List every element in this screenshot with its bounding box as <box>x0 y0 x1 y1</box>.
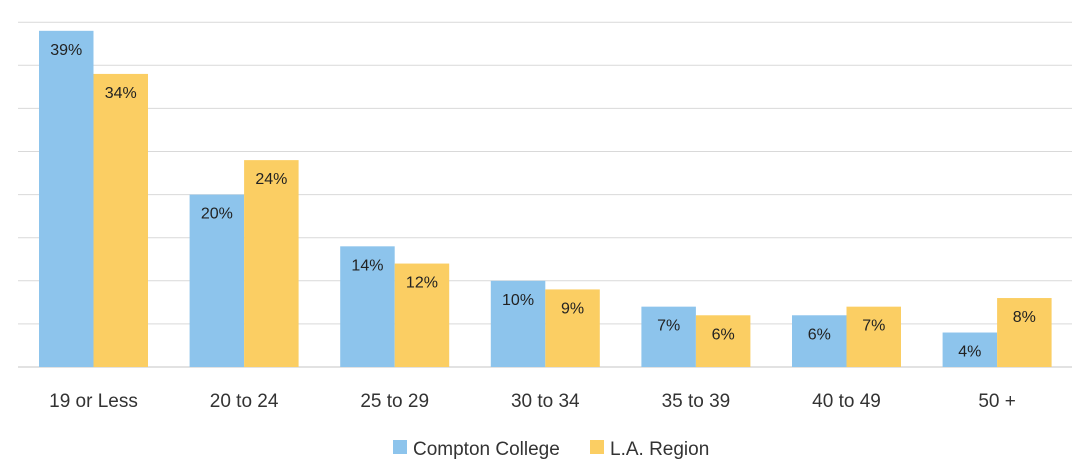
data-label-la-region-6: 7% <box>862 318 885 335</box>
data-label-compton-college-7: 4% <box>958 344 981 361</box>
bar-compton-college-4 <box>490 280 546 367</box>
data-label-la-region-1: 34% <box>105 85 137 102</box>
data-label-compton-college-6: 6% <box>808 326 831 343</box>
legend: Compton College L.A. Region <box>393 439 709 460</box>
bar-la-region-5 <box>695 315 751 367</box>
x-tick-label-7: 50 + <box>978 391 1016 412</box>
bar-la-region-4 <box>545 289 600 367</box>
data-label-la-region-5: 6% <box>712 326 735 343</box>
bar-la-region-7 <box>997 298 1052 367</box>
bar-la-region-1 <box>93 73 148 368</box>
data-label-la-region-3: 12% <box>406 275 438 292</box>
legend-swatch-compton-college <box>393 440 407 454</box>
bar-compton-college-3 <box>340 246 395 367</box>
bar-compton-college-5 <box>641 306 696 367</box>
x-tick-label-2: 20 to 24 <box>210 391 279 412</box>
data-label-compton-college-3: 14% <box>351 257 383 274</box>
data-label-la-region-4: 9% <box>561 300 584 317</box>
x-tick-label-6: 40 to 49 <box>812 391 881 412</box>
data-labels: 39% 34% 20% 24% 14% 12% 10% 9% 7% 6% 6% 7% 4% 8% <box>50 42 1036 361</box>
x-tick-label-3: 25 to 29 <box>360 391 429 412</box>
data-label-la-region-2: 24% <box>255 171 287 188</box>
bar-la-region-3 <box>394 263 450 367</box>
bar-compton-college-7 <box>942 332 998 367</box>
x-tick-label-4: 30 to 34 <box>511 391 580 412</box>
bar-la-region-2 <box>244 160 299 367</box>
legend-label-compton-college: Compton College <box>413 439 560 460</box>
data-label-compton-college-1: 39% <box>50 42 82 59</box>
data-label-compton-college-5: 7% <box>657 318 680 335</box>
data-label-compton-college-2: 20% <box>201 206 233 223</box>
bar-compton-college-1 <box>39 30 94 367</box>
bars <box>39 30 1052 368</box>
bar-compton-college-2 <box>189 194 245 367</box>
legend-label-la-region: L.A. Region <box>610 439 709 460</box>
legend-swatch-la-region <box>590 440 604 454</box>
x-tick-label-5: 35 to 39 <box>662 391 731 412</box>
bar-compton-college-6 <box>792 315 847 367</box>
data-label-la-region-7: 8% <box>1013 309 1036 326</box>
bar-la-region-6 <box>846 306 901 367</box>
x-axis-tick-labels: 19 or Less 20 to 24 25 to 29 30 to 34 35 to … <box>49 391 1016 412</box>
data-label-compton-college-4: 10% <box>502 292 534 309</box>
x-tick-label-1: 19 or Less <box>49 391 138 412</box>
